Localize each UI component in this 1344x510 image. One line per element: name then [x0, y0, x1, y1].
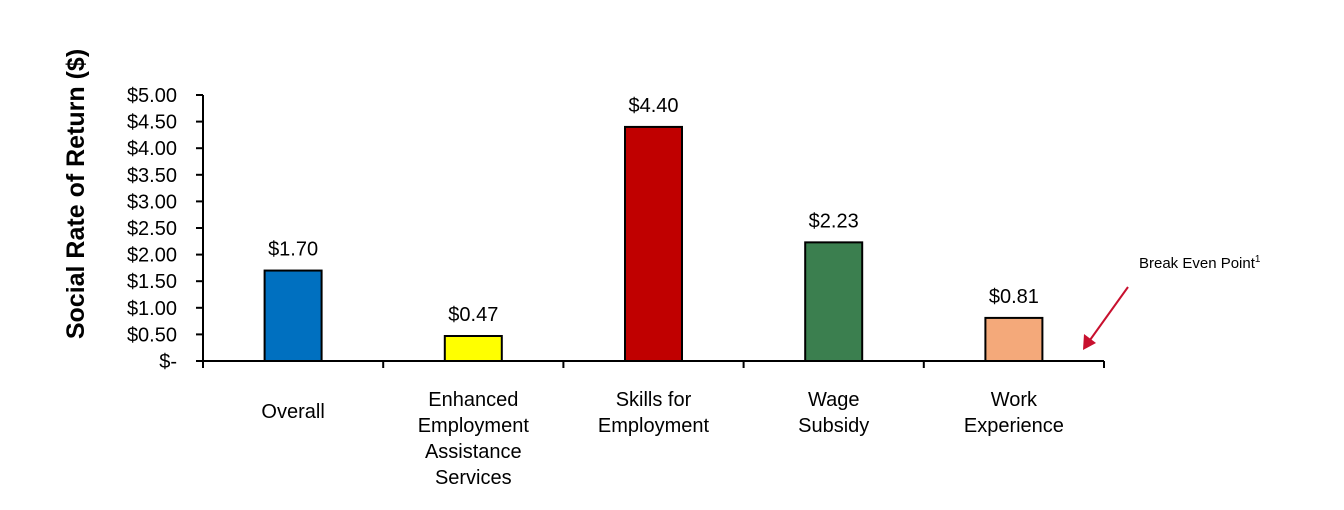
- x-category-label: Services: [435, 467, 512, 489]
- break-even-annotation: Break Even Point1: [1083, 254, 1261, 350]
- break-even-arrow: [1089, 286, 1129, 341]
- data-label: $0.47: [448, 304, 498, 326]
- y-tick-label: $2.50: [127, 218, 177, 240]
- y-tick-label: $0.50: [127, 324, 177, 346]
- annotation-text: Break Even Point1: [1139, 254, 1261, 272]
- x-category-label: Assistance: [425, 441, 522, 463]
- y-axis-label: Social Rate of Return ($): [62, 49, 90, 339]
- x-category-label: Enhanced: [428, 389, 518, 411]
- y-tick-label: $1.50: [127, 271, 177, 293]
- x-category-label: Work: [991, 389, 1038, 411]
- x-category-label: Skills for: [616, 389, 692, 411]
- x-category-label: Wage: [808, 389, 860, 411]
- x-category-label: Subsidy: [798, 415, 869, 437]
- y-tick-label: $4.50: [127, 112, 177, 134]
- y-tick-label: $2.00: [127, 245, 177, 267]
- data-label: $0.81: [989, 286, 1039, 308]
- bar: [443, 334, 503, 363]
- y-tick-label: $1.00: [127, 298, 177, 320]
- y-tick-label: $5.00: [127, 85, 177, 107]
- y-tick-label: $-: [159, 351, 177, 373]
- data-label: $4.40: [628, 95, 678, 117]
- y-tick-label: $3.50: [127, 165, 177, 187]
- bar: [984, 316, 1044, 362]
- y-tick-label: $3.00: [127, 191, 177, 213]
- x-category-label: Overall: [261, 401, 324, 423]
- data-label: $1.70: [268, 239, 318, 261]
- x-category-label: Employment: [598, 415, 710, 437]
- bar: [624, 125, 683, 362]
- bar: [804, 241, 864, 362]
- data-label: $2.23: [809, 210, 859, 232]
- x-category-label: Employment: [418, 415, 530, 437]
- bar: [263, 269, 323, 362]
- arrow-head-icon: [1083, 334, 1096, 350]
- y-tick-label: $4.00: [127, 138, 177, 160]
- x-category-label: Experience: [964, 415, 1064, 437]
